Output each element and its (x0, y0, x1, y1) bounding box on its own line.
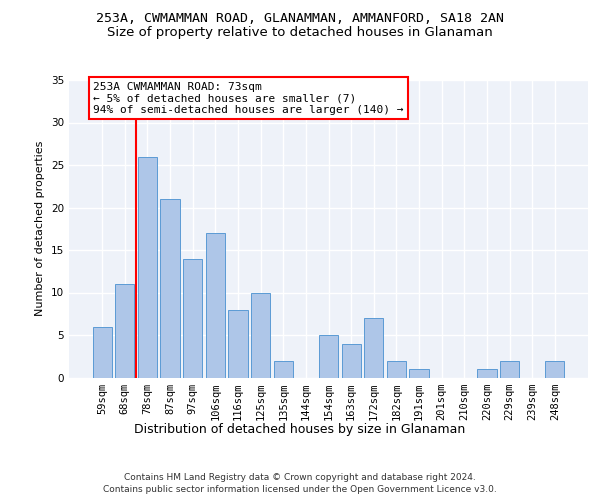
Text: Distribution of detached houses by size in Glanaman: Distribution of detached houses by size … (134, 422, 466, 436)
Bar (387, 360, 406, 378)
Bar (206, 233, 225, 378)
Bar (115, 284, 134, 378)
Bar (545, 360, 565, 378)
Bar (229, 310, 248, 378)
Bar (364, 318, 383, 378)
Bar (160, 199, 180, 378)
Bar (183, 258, 202, 378)
Bar (251, 292, 270, 378)
Y-axis label: Number of detached properties: Number of detached properties (35, 141, 46, 316)
Bar (500, 360, 519, 378)
Text: Contains HM Land Registry data © Crown copyright and database right 2024.: Contains HM Land Registry data © Crown c… (124, 472, 476, 482)
Bar (409, 369, 428, 378)
Bar (92, 326, 112, 378)
Text: 253A CWMAMMAN ROAD: 73sqm
← 5% of detached houses are smaller (7)
94% of semi-de: 253A CWMAMMAN ROAD: 73sqm ← 5% of detach… (93, 82, 404, 115)
Bar (138, 156, 157, 378)
Text: 253A, CWMAMMAN ROAD, GLANAMMAN, AMMANFORD, SA18 2AN: 253A, CWMAMMAN ROAD, GLANAMMAN, AMMANFOR… (96, 12, 504, 26)
Text: Size of property relative to detached houses in Glanaman: Size of property relative to detached ho… (107, 26, 493, 39)
Bar (341, 344, 361, 378)
Bar (319, 335, 338, 378)
Bar (274, 360, 293, 378)
Text: Contains public sector information licensed under the Open Government Licence v3: Contains public sector information licen… (103, 485, 497, 494)
Bar (477, 369, 497, 378)
